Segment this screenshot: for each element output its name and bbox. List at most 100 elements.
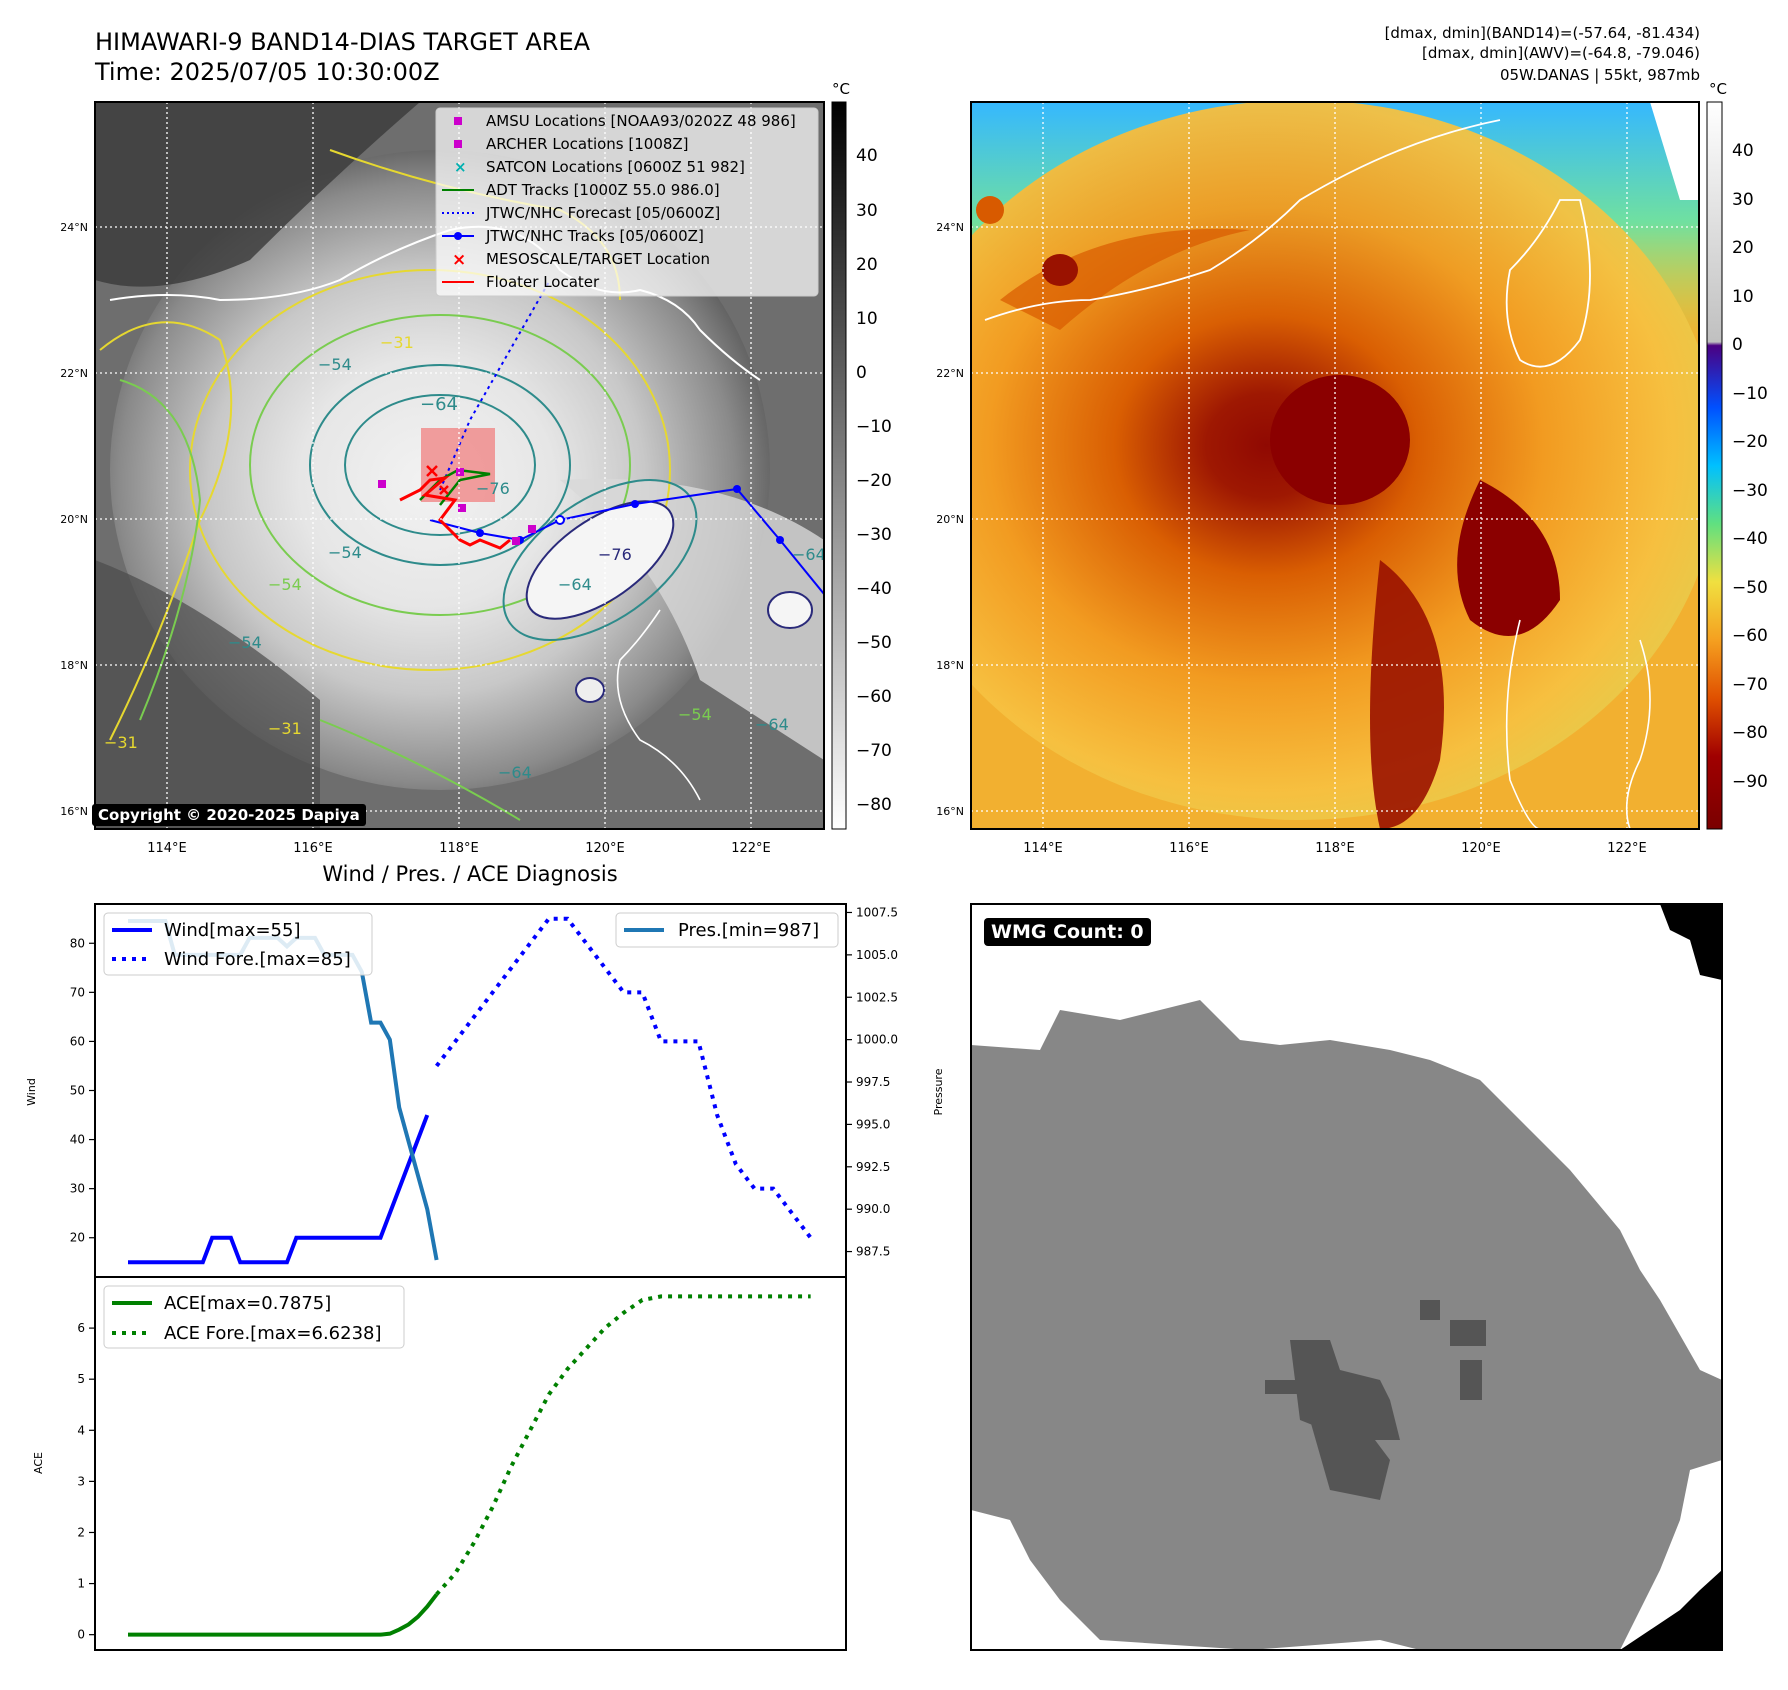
ir-lat-label: 16°N <box>60 805 88 818</box>
wind-tick-label: 30 <box>70 1182 85 1196</box>
ir-legend: AMSU Locations [NOAA93/0202Z 48 986] ARC… <box>435 107 819 297</box>
wind-pressure-chart: Wind Pressure 80 70 60 50 40 30 20 1007.5 1005.… <box>25 903 945 1278</box>
ace-tick-label: 2 <box>77 1525 85 1539</box>
legend-adt: ADT Tracks [1000Z 55.0 986.0] <box>486 181 720 199</box>
ace-tick-label: 1 <box>77 1577 85 1591</box>
diag-title: Wind / Pres. / ACE Diagnosis <box>322 862 617 886</box>
ir-lon-label: 116°E <box>293 841 333 856</box>
ir-lat-label: 20°N <box>60 513 88 526</box>
wind-tick-label: 70 <box>70 985 85 999</box>
legend-forecast: JTWC/NHC Forecast [05/0600Z] <box>485 204 720 222</box>
stats-line-3: 05W.DANAS | 55kt, 987mb <box>1500 66 1700 84</box>
wmg-count-badge: WMG Count: 0 <box>984 918 1151 946</box>
legend-floater: Floater Locater <box>486 273 600 291</box>
ace-tick-label: 4 <box>77 1423 85 1437</box>
figure-time: Time: 2025/07/05 10:30:00Z <box>94 58 440 86</box>
stats-line-1: [dmax, dmin](BAND14)=(-57.64, -81.434) <box>1385 24 1700 42</box>
ir-contour-label: −76 <box>598 545 632 564</box>
wv-cb-tick: −30 <box>1732 481 1768 501</box>
ir-contour-label: −54 <box>268 575 302 594</box>
ir-contour-label: −64 <box>558 575 592 594</box>
ir-lat-label: 24°N <box>60 221 88 234</box>
wind-legend: Wind[max=55] Wind Fore.[max=85] <box>103 912 373 976</box>
series-line <box>435 916 813 1239</box>
ir-cb-tick: −30 <box>856 525 892 545</box>
ir-lon-label: 122°E <box>731 841 771 856</box>
legend-ace-fore: ACE Fore.[max=6.6238] <box>164 1323 382 1344</box>
ir-contour-label: −31 <box>104 733 138 752</box>
legend-archer: ARCHER Locations [1008Z] <box>486 135 689 153</box>
ace-tick-label: 5 <box>77 1372 85 1386</box>
wv-cb-tick: 40 <box>1732 141 1754 161</box>
ir-cb-tick: −20 <box>856 471 892 491</box>
ir-colorbar-unit: °C <box>832 80 850 98</box>
legend-target: MESOSCALE/TARGET Location <box>486 250 710 268</box>
ir-cb-tick: −70 <box>856 741 892 761</box>
ir-lon-label: 114°E <box>147 841 187 856</box>
ir-contour-label: −31 <box>380 333 414 352</box>
ir-contour-label: −54 <box>678 705 712 724</box>
ir-contour-label: −54 <box>328 543 362 562</box>
legend-wind-fore: Wind Fore.[max=85] <box>164 949 351 970</box>
ir-cb-tick: −10 <box>856 417 892 437</box>
wind-axis-label: Wind <box>25 1078 38 1106</box>
ace-series-line <box>128 1593 439 1637</box>
ir-lon-label: 118°E <box>439 841 479 856</box>
wind-tick-label: 20 <box>70 1231 85 1245</box>
ace-series-line <box>435 1294 811 1596</box>
wv-cb-tick: −80 <box>1732 723 1768 743</box>
ace-tick-label: 3 <box>77 1474 85 1488</box>
wv-cb-tick: 30 <box>1732 190 1754 210</box>
ir-cb-tick: −40 <box>856 579 892 599</box>
stats-line-2: [dmax, dmin](AWV)=(-64.8, -79.046) <box>1422 44 1700 62</box>
wv-lat-label: 24°N <box>936 221 964 234</box>
ir-cb-tick: 20 <box>856 255 878 275</box>
legend-tracks: JTWC/NHC Tracks [05/0600Z] <box>485 227 704 245</box>
wv-cb-tick: −10 <box>1732 384 1768 404</box>
pressure-tick-label: 1002.5 <box>856 990 898 1004</box>
legend-satcon: SATCON Locations [0600Z 51 982] <box>486 158 745 176</box>
pressure-tick-label: 1000.0 <box>856 1033 898 1047</box>
ir-cb-tick: −80 <box>856 795 892 815</box>
wmg-panel <box>970 903 1723 1651</box>
wv-cb-tick: −40 <box>1732 529 1768 549</box>
ir-cb-tick: −50 <box>856 633 892 653</box>
wv-cb-tick: 20 <box>1732 238 1754 258</box>
ace-axis-label: ACE <box>32 1452 45 1474</box>
wv-lat-label: 16°N <box>936 805 964 818</box>
ir-cb-tick: 0 <box>856 363 867 383</box>
legend-ace: ACE[max=0.7875] <box>164 1293 331 1314</box>
pressure-tick-label: 987.5 <box>856 1245 890 1259</box>
svg-text:×: × <box>454 158 467 176</box>
wv-lon-label: 122°E <box>1607 841 1647 856</box>
wv-lon-label: 116°E <box>1169 841 1209 856</box>
wv-cb-tick: −70 <box>1732 675 1768 695</box>
pressure-tick-label: 995.0 <box>856 1117 890 1131</box>
ir-lat-label: 22°N <box>60 367 88 380</box>
wv-lon-label: 118°E <box>1315 841 1355 856</box>
wv-lat-label: 22°N <box>936 367 964 380</box>
ir-contour-label: −54 <box>318 355 352 374</box>
ir-lon-label: 120°E <box>585 841 625 856</box>
wv-colorbar <box>1706 101 1723 830</box>
ace-legend: ACE[max=0.7875] ACE Fore.[max=6.6238] <box>103 1285 405 1349</box>
ir-cb-tick: 40 <box>856 146 878 166</box>
wind-tick-label: 40 <box>70 1133 85 1147</box>
wv-lon-label: 120°E <box>1461 841 1501 856</box>
pressure-tick-label: 997.5 <box>856 1075 890 1089</box>
wv-cb-tick: 10 <box>1732 287 1754 307</box>
ir-contour-label: −64 <box>498 763 532 782</box>
ir-cb-tick: −60 <box>856 687 892 707</box>
pressure-axis-label: Pressure <box>932 1068 945 1115</box>
wv-cb-tick: −20 <box>1732 432 1768 452</box>
ace-tick-label: 0 <box>77 1628 85 1642</box>
pressure-tick-label: 1005.0 <box>856 948 898 962</box>
wv-map-panel: 24°N 22°N 20°N 18°N 16°N 114°E 116°E 118… <box>936 80 1768 856</box>
svg-text:×: × <box>452 250 466 270</box>
ir-lat-label: 18°N <box>60 659 88 672</box>
ir-map-panel: −64 −54 −76 −54 −76 −64 −31 −54 −64 −64 … <box>60 80 892 856</box>
wv-lat-label: 18°N <box>936 659 964 672</box>
wind-tick-label: 50 <box>70 1084 85 1098</box>
wv-cb-tick: 0 <box>1732 335 1743 355</box>
